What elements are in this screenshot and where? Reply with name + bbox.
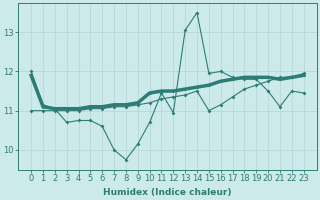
- X-axis label: Humidex (Indice chaleur): Humidex (Indice chaleur): [103, 188, 232, 197]
